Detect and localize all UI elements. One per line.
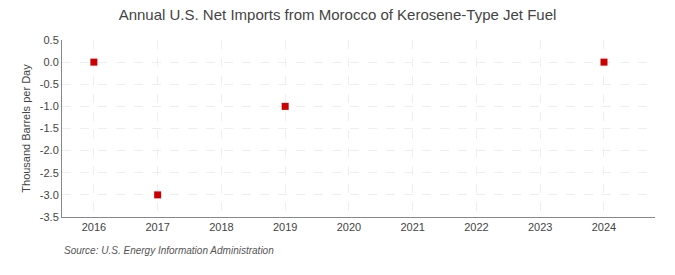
svg-text:0.5: 0.5: [44, 34, 59, 46]
svg-text:2020: 2020: [337, 221, 361, 233]
svg-text:Source: U.S. Energy Informatio: Source: U.S. Energy Information Administ…: [64, 245, 274, 256]
svg-text:Thousand Barrels per Day: Thousand Barrels per Day: [20, 64, 32, 193]
svg-text:2024: 2024: [592, 221, 616, 233]
svg-text:-1.0: -1.0: [40, 100, 59, 112]
svg-text:-1.5: -1.5: [40, 122, 59, 134]
svg-text:2023: 2023: [528, 221, 552, 233]
svg-text:-0.5: -0.5: [40, 78, 59, 90]
svg-text:2018: 2018: [209, 221, 233, 233]
svg-text:2016: 2016: [82, 221, 106, 233]
svg-text:2017: 2017: [145, 221, 169, 233]
svg-text:-3.5: -3.5: [40, 211, 59, 223]
svg-text:-3.0: -3.0: [40, 189, 59, 201]
svg-text:2022: 2022: [464, 221, 488, 233]
svg-text:2019: 2019: [273, 221, 297, 233]
svg-text:-2.5: -2.5: [40, 167, 59, 179]
svg-text:2021: 2021: [400, 221, 424, 233]
svg-text:-2.0: -2.0: [40, 144, 59, 156]
svg-text:Annual U.S. Net Imports from M: Annual U.S. Net Imports from Morocco of …: [119, 6, 557, 23]
svg-text:0.0: 0.0: [44, 56, 59, 68]
